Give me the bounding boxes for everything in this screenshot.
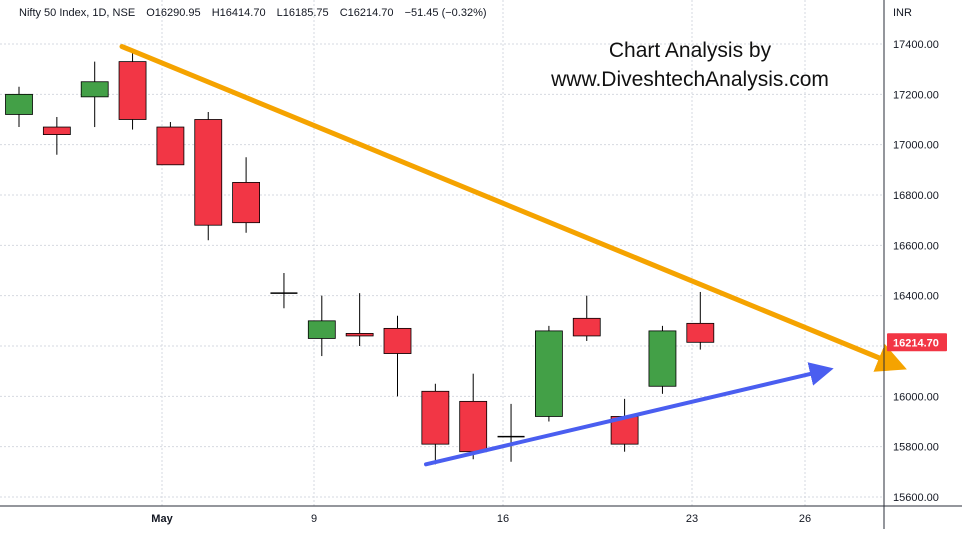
- high-value: H16414.70: [211, 7, 266, 19]
- price-tick-label: 16400.00: [893, 291, 939, 303]
- candle[interactable]: [383, 315, 412, 397]
- candle-layer: [5, 49, 715, 465]
- candle[interactable]: [80, 61, 109, 128]
- price-tick-label: 17200.00: [893, 89, 939, 101]
- candle[interactable]: [194, 111, 223, 241]
- candle-body: [307, 320, 336, 339]
- change-value: −51.45 (−0.32%): [404, 7, 487, 19]
- close-value: C16214.70: [339, 7, 394, 19]
- candle[interactable]: [610, 398, 639, 452]
- date-tick-label: 26: [799, 513, 811, 525]
- watermark-line-1: Chart Analysis by: [608, 39, 772, 62]
- open-value: O16290.95: [146, 7, 201, 19]
- price-tick-label: 16600.00: [893, 240, 939, 252]
- candle[interactable]: [686, 291, 715, 350]
- last-price-label: 16214.70: [893, 337, 939, 349]
- candle-body: [345, 333, 374, 337]
- candle-body: [459, 400, 488, 453]
- candle-body: [42, 126, 71, 136]
- candle[interactable]: [156, 122, 185, 166]
- grid-layer: [0, 0, 884, 506]
- price-tick-label: 15800.00: [893, 442, 939, 454]
- candle-body: [80, 81, 109, 98]
- price-tick-label: 17400.00: [893, 39, 939, 51]
- low-value: L16185.75: [276, 7, 329, 19]
- candle-body: [421, 390, 450, 445]
- candle[interactable]: [42, 116, 71, 155]
- candle[interactable]: [572, 295, 601, 341]
- candle-body: [194, 119, 223, 226]
- candle-body: [686, 322, 715, 343]
- date-tick-label: 16: [497, 513, 509, 525]
- candle-body: [648, 330, 677, 387]
- candle[interactable]: [232, 157, 261, 233]
- date-tick-label: 9: [311, 513, 317, 525]
- candle-body: [232, 182, 261, 224]
- watermark-line-2: www.DiveshtechAnalysis.com: [551, 68, 829, 91]
- price-tick-label: 17000.00: [893, 140, 939, 152]
- date-tick-label: May: [151, 513, 173, 525]
- trendline-layer: [119, 44, 907, 467]
- resistance-trendline[interactable]: [119, 44, 907, 372]
- candle-body: [118, 61, 147, 120]
- symbol-header: Nifty 50 Index, 1D, NSE O16290.95 H16414…: [19, 7, 495, 19]
- price-tick-label: 16800.00: [893, 190, 939, 202]
- candle[interactable]: [459, 373, 488, 460]
- date-tick-label: 23: [686, 513, 698, 525]
- candle-body: [156, 126, 185, 166]
- candle[interactable]: [648, 325, 677, 394]
- candle-body: [535, 330, 563, 417]
- symbol-label[interactable]: Nifty 50 Index, 1D, NSE: [19, 7, 136, 19]
- candle[interactable]: [270, 273, 298, 309]
- candle[interactable]: [307, 295, 336, 357]
- currency-label: INR: [893, 7, 912, 19]
- candle[interactable]: [5, 86, 33, 128]
- watermark-text: Chart Analysis by www.DiveshtechAnalysis…: [520, 36, 860, 94]
- candle-body: [5, 93, 33, 115]
- last-price-tag[interactable]: [887, 333, 947, 352]
- price-tick-label: 16000.00: [893, 391, 939, 403]
- support-trendline[interactable]: [424, 362, 834, 467]
- candle[interactable]: [497, 403, 525, 462]
- candle-body: [572, 317, 601, 337]
- candle-body: [383, 327, 412, 354]
- price-tick-label: 15600.00: [893, 492, 939, 504]
- candle[interactable]: [118, 49, 147, 130]
- candle[interactable]: [345, 293, 374, 346]
- candle[interactable]: [535, 325, 563, 422]
- candle[interactable]: [421, 383, 450, 465]
